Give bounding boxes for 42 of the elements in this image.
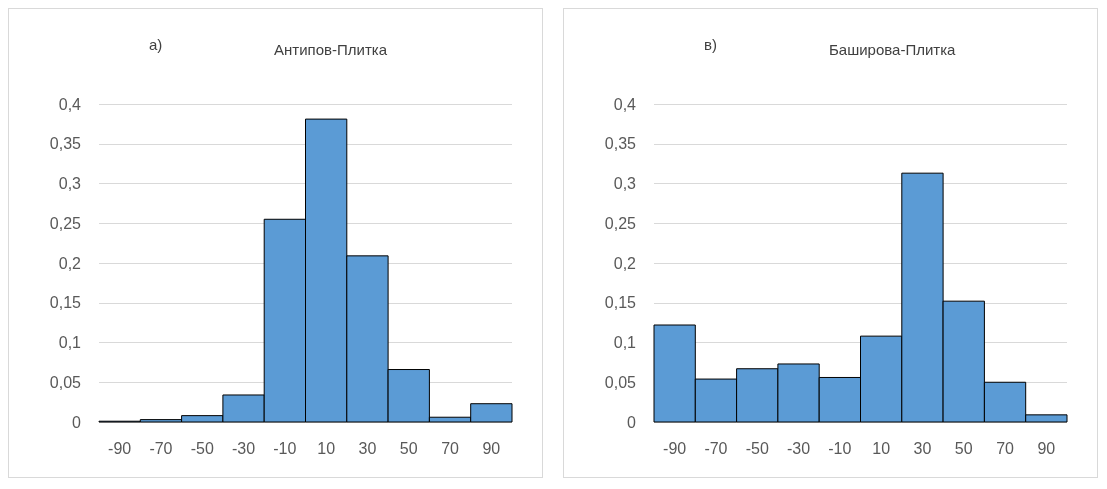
x-tick-label: -50: [745, 439, 769, 457]
y-tick-label: 0,2: [58, 254, 82, 272]
y-tick-label: 0,4: [613, 95, 637, 113]
y-tick-label: 0,05: [604, 373, 637, 391]
y-tick-label: 0,35: [49, 135, 82, 153]
y-tick-label: 0,2: [613, 254, 637, 272]
x-tick-label: -50: [190, 439, 214, 457]
x-tick-label: -70: [149, 439, 173, 457]
y-tick-label: 0,1: [613, 334, 637, 351]
chart-title: Баширова-Плитка: [829, 41, 957, 58]
y-tick-label: 0,05: [49, 373, 82, 391]
x-tick-label: 10: [317, 439, 336, 457]
x-tick-label: 50: [399, 439, 418, 457]
y-tick-label: 0,3: [613, 175, 637, 192]
x-tick-label: -30: [786, 439, 811, 457]
y-tick-label: 0,25: [49, 214, 82, 232]
y-tick-label: 0,25: [604, 214, 637, 232]
x-tick-label: 30: [358, 439, 377, 457]
x-tick-label: 10: [872, 439, 891, 457]
y-tick-label: 0,15: [49, 294, 82, 312]
y-tick-label: 0,35: [604, 135, 637, 153]
x-tick-label: 50: [954, 439, 973, 457]
x-tick-label: -70: [704, 439, 728, 457]
y-tick-label: 0,4: [58, 95, 82, 113]
y-tick-label: 0: [72, 413, 82, 431]
x-tick-label: 70: [996, 439, 1015, 457]
x-tick-label: 90: [482, 439, 501, 457]
x-tick-label: 30: [913, 439, 932, 457]
text: в): [704, 36, 717, 53]
text: а): [149, 36, 163, 53]
x-tick-label: 90: [1037, 439, 1056, 457]
x-tick-label: -10: [273, 439, 297, 457]
y-tick-label: 0,15: [604, 294, 637, 312]
y-tick-label: 0,3: [58, 175, 82, 192]
x-tick-label: -90: [108, 439, 132, 457]
y-tick-label: 0: [627, 413, 637, 431]
x-tick-label: -10: [828, 439, 852, 457]
x-tick-label: 70: [441, 439, 460, 457]
x-tick-label: -30: [231, 439, 256, 457]
chart-title: Антипов-Плитка: [274, 41, 388, 58]
x-tick-label: -90: [663, 439, 687, 457]
y-tick-label: 0,1: [58, 334, 82, 351]
